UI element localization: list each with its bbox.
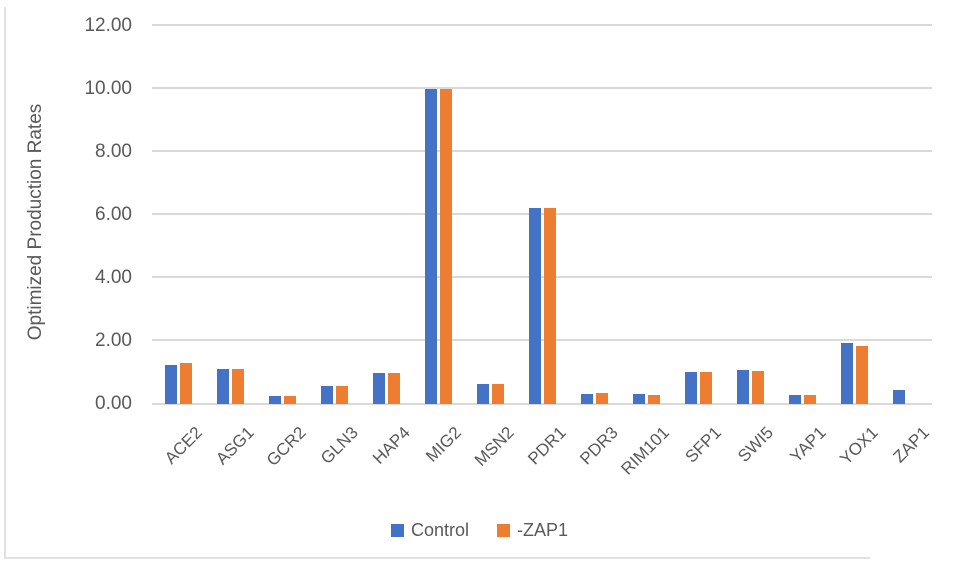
legend-item-control: Control (390, 520, 469, 541)
bar-control-ace2 (164, 364, 177, 404)
y-tick-label: 0.00 (95, 393, 132, 414)
bar-zap1-gln3 (335, 385, 348, 404)
gridline (152, 150, 932, 153)
bar-control-hap4 (372, 372, 385, 404)
bar-control-zap1 (892, 389, 905, 404)
bar-control-swi5 (736, 369, 749, 404)
y-tick-label: 2.00 (95, 329, 132, 351)
chart-frame-border-bottom (4, 557, 870, 559)
legend-item-zap1: -ZAP1 (497, 520, 568, 541)
bar-control-asg1 (216, 368, 229, 404)
bar-zap1-msn2 (491, 383, 504, 404)
y-tick-label: 10.00 (84, 77, 132, 99)
category-label-rim101: RIM101 (617, 423, 674, 479)
legend-swatch-icon (497, 524, 510, 537)
bar-zap1-asg1 (231, 368, 244, 404)
gridline (152, 339, 932, 342)
bar-control-gcr2 (268, 395, 281, 404)
bar-control-pdr3 (580, 393, 593, 404)
bar-control-pdr1 (528, 207, 541, 404)
category-label-gcr2: GCR2 (262, 423, 310, 470)
category-label-asg1: ASG1 (211, 423, 258, 469)
category-label-gln3: GLN3 (316, 423, 362, 468)
category-label-pdr1: PDR1 (523, 423, 570, 469)
legend-label: -ZAP1 (517, 520, 569, 540)
bar-zap1-yap1 (803, 394, 816, 404)
category-label-sfp1: SFP1 (681, 423, 726, 467)
bar-control-sfp1 (684, 371, 697, 404)
bar-control-msn2 (476, 383, 489, 404)
category-label-pdr3: PDR3 (575, 423, 622, 469)
bar-zap1-mig2 (439, 88, 452, 404)
bar-control-mig2 (424, 88, 437, 404)
gridline (152, 276, 932, 279)
bar-control-rim101 (632, 393, 645, 404)
category-label-yox1: YOX1 (835, 423, 882, 469)
bar-zap1-yox1 (855, 345, 868, 404)
gridline (152, 402, 932, 405)
bar-zap1-hap4 (387, 372, 400, 404)
bar-control-gln3 (320, 385, 333, 404)
bar-zap1-gcr2 (283, 395, 296, 404)
category-label-ace2: ACE2 (160, 423, 206, 468)
y-tick-label: 12.00 (84, 14, 132, 36)
gridline (152, 213, 932, 216)
y-tick-label: 6.00 (95, 203, 132, 225)
bar-zap1-sfp1 (699, 371, 712, 404)
y-tick-label: 4.00 (95, 266, 132, 288)
bar-zap1-ace2 (179, 362, 192, 404)
category-label-zap1: ZAP1 (889, 423, 934, 467)
y-tick-label: 8.00 (95, 140, 132, 162)
legend-swatch-icon (390, 524, 404, 537)
legend: Control -ZAP1 (0, 520, 959, 541)
chart-frame-border-left (4, 7, 6, 559)
legend-label: Control (410, 520, 469, 540)
category-label-hap4: HAP4 (368, 423, 414, 468)
category-label-yap1: YAP1 (786, 423, 830, 467)
bar-control-yox1 (840, 342, 853, 404)
bar-zap1-swi5 (751, 370, 764, 404)
bar-zap1-pdr1 (543, 207, 556, 404)
bar-control-yap1 (788, 394, 801, 404)
gridline (152, 87, 932, 90)
category-label-msn2: MSN2 (470, 423, 518, 470)
bar-zap1-rim101 (647, 394, 660, 404)
gridline (152, 24, 932, 27)
bar-zap1-pdr3 (595, 392, 608, 404)
category-label-mig2: MIG2 (422, 423, 466, 466)
category-label-swi5: SWI5 (734, 423, 778, 466)
